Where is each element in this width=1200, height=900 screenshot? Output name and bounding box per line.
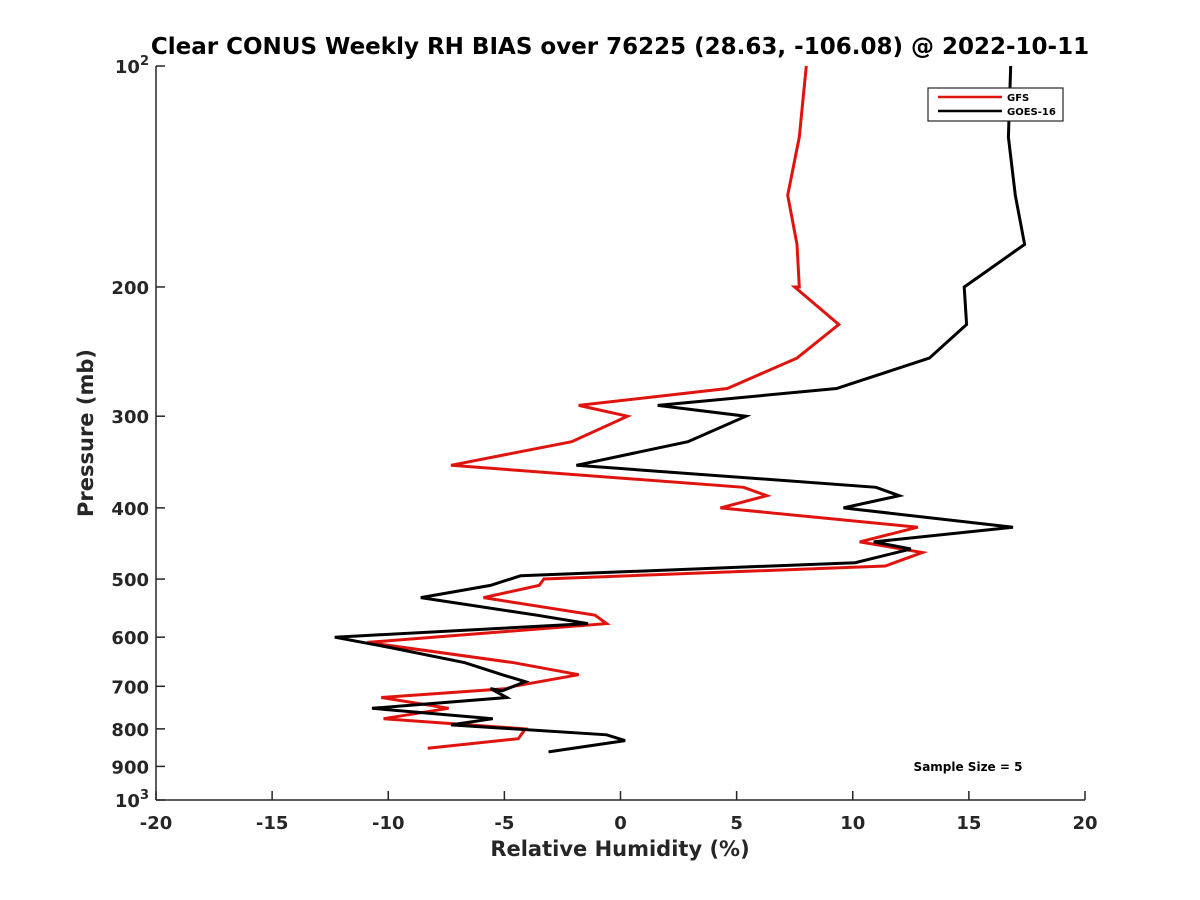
y-tick-label: 200	[111, 278, 149, 299]
y-tick-label: 400	[111, 499, 149, 520]
x-axis-label: Relative Humidity (%)	[490, 837, 749, 861]
legend: GFS GOES-16	[927, 87, 1064, 122]
plot-area: -20 -15 -10 -5 0 5 10 15 20 102 200 300 400 500 600 70…	[111, 54, 1097, 834]
x-tick-label: 10	[840, 813, 865, 834]
y-tick-label: 103	[115, 788, 149, 812]
x-tick-label: 5	[730, 813, 743, 834]
sample-size-annotation: Sample Size = 5	[914, 760, 1023, 774]
y-ticks: 102 200 300 400 500 600 700 800 900 103	[111, 54, 165, 812]
y-tick-label: 600	[111, 628, 149, 649]
y-tick-label: 700	[111, 677, 149, 698]
series-line-gfs	[367, 65, 929, 750]
y-tick-label: 900	[111, 757, 149, 778]
x-tick-label: 20	[1072, 813, 1097, 834]
x-tick-label: 0	[614, 813, 627, 834]
legend-label-gfs: GFS	[1007, 93, 1029, 104]
x-tick-label: -10	[372, 813, 405, 834]
x-tick-label: 15	[956, 813, 981, 834]
legend-label-goes16: GOES-16	[1007, 107, 1056, 118]
y-tick-label: 102	[115, 54, 149, 78]
x-ticks: -20 -15 -10 -5 0 5 10 15 20	[140, 791, 1098, 834]
chart-title: Clear CONUS Weekly RH BIAS over 76225 (2…	[151, 34, 1089, 60]
series-lines	[334, 65, 1027, 754]
y-axis-label: Pressure (mb)	[74, 349, 98, 517]
y-tick-label: 300	[111, 407, 149, 428]
y-tick-label: 500	[111, 570, 149, 591]
y-tick-label: 800	[111, 720, 149, 741]
series-line-goes16	[334, 65, 1027, 754]
legend-box	[927, 87, 1064, 122]
x-tick-label: -15	[256, 813, 289, 834]
x-tick-label: -5	[494, 813, 514, 834]
x-tick-label: -20	[140, 813, 173, 834]
